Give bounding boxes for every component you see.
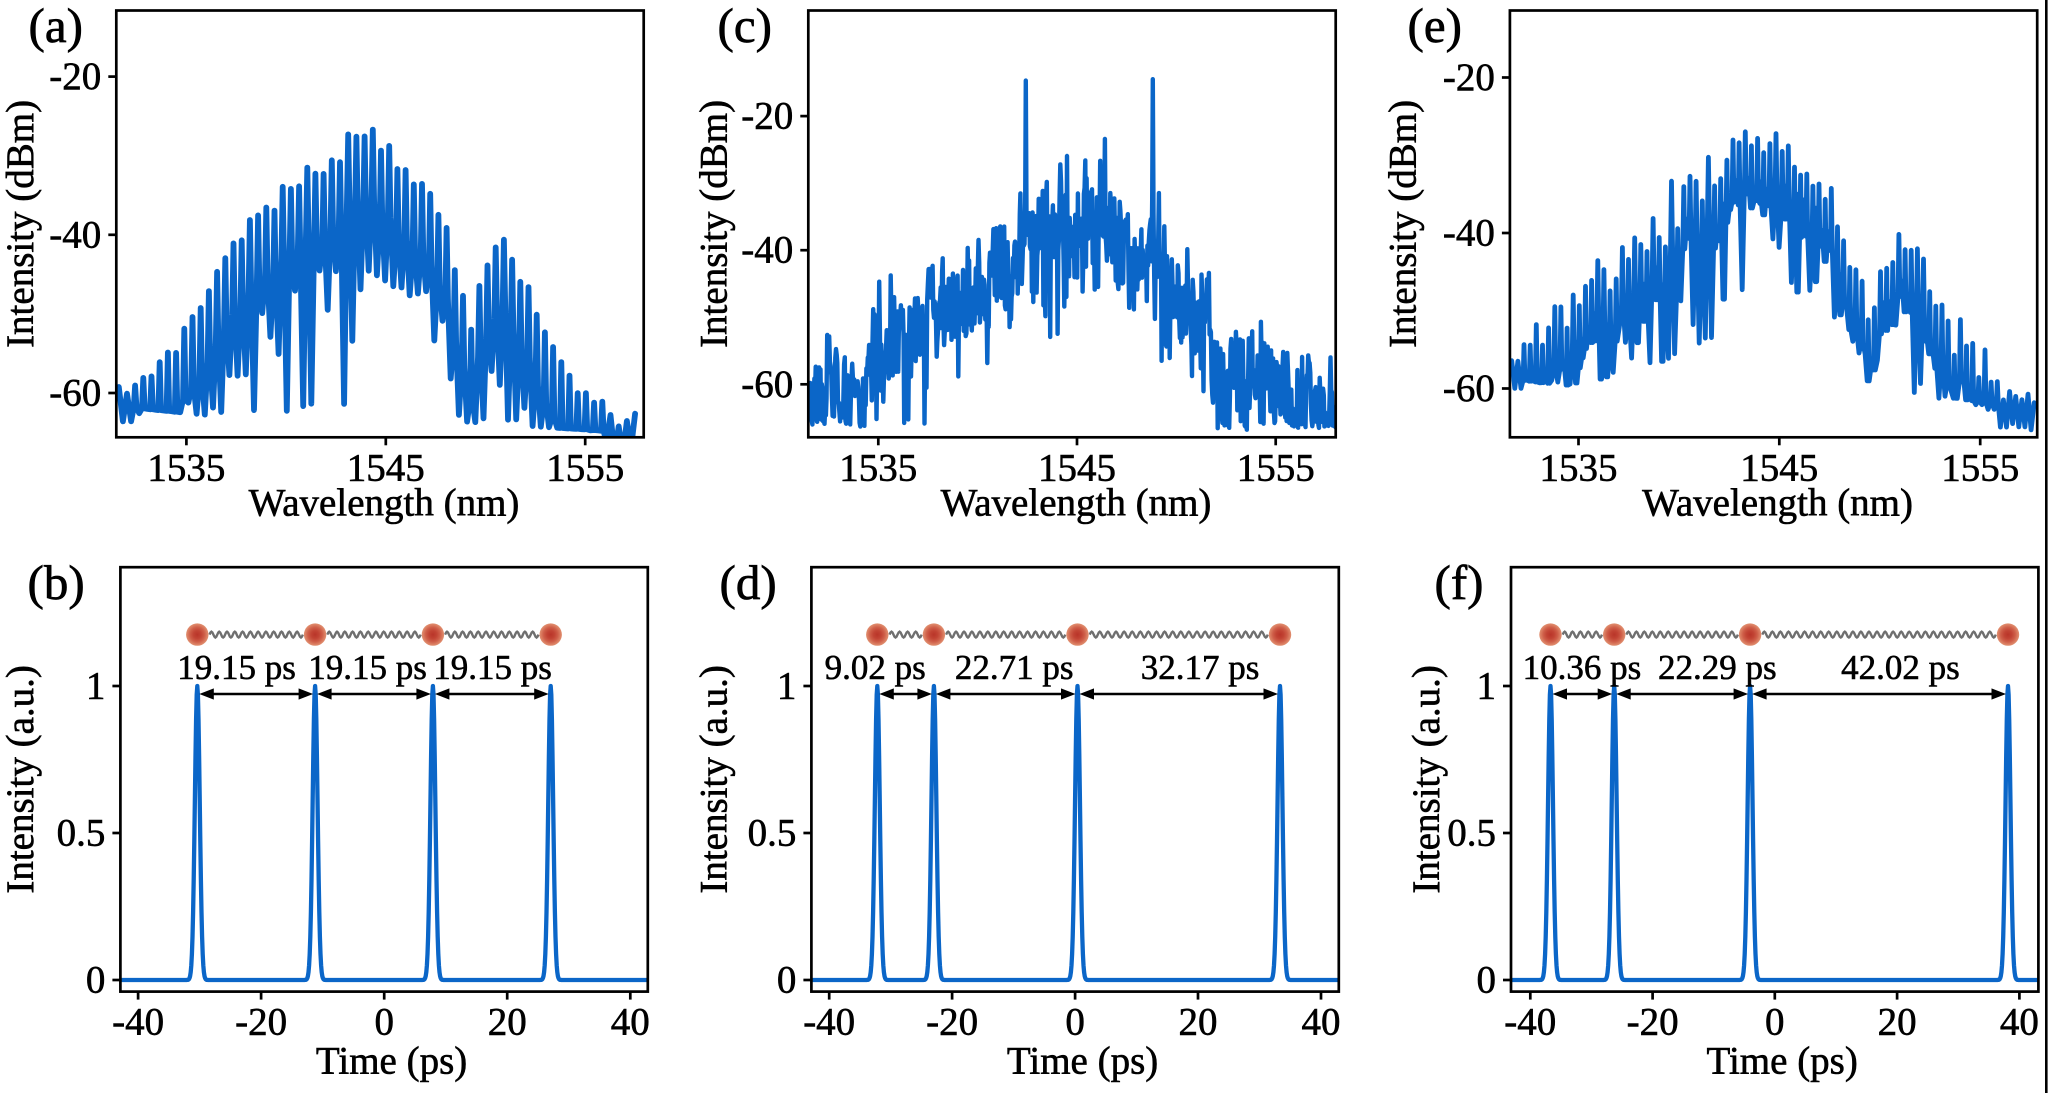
svg-text:1545: 1545 <box>347 446 425 489</box>
svg-text:20: 20 <box>488 1001 527 1044</box>
svg-text:Intensity (a.u.): Intensity (a.u.) <box>1405 665 1448 894</box>
svg-text:(c): (c) <box>718 0 772 53</box>
svg-text:0: 0 <box>86 959 106 1002</box>
svg-text:20: 20 <box>1878 1001 1917 1044</box>
svg-text:-20: -20 <box>926 1001 978 1044</box>
svg-text:1555: 1555 <box>546 446 624 489</box>
svg-text:Time (ps): Time (ps) <box>1007 1040 1158 1083</box>
svg-text:1: 1 <box>1477 665 1497 708</box>
svg-text:19.15 ps: 19.15 ps <box>177 648 296 687</box>
svg-text:(a): (a) <box>29 0 83 53</box>
svg-text:(f): (f) <box>1435 555 1484 610</box>
svg-text:1545: 1545 <box>1038 446 1116 489</box>
svg-text:-60: -60 <box>49 372 101 415</box>
svg-text:Wavelength (nm): Wavelength (nm) <box>1642 482 1913 525</box>
svg-text:0: 0 <box>1065 1001 1085 1044</box>
svg-text:19.15 ps: 19.15 ps <box>308 648 427 687</box>
svg-text:0: 0 <box>1477 959 1497 1002</box>
svg-text:Wavelength (nm): Wavelength (nm) <box>249 482 520 525</box>
svg-text:Intensity (a.u.): Intensity (a.u.) <box>0 665 42 894</box>
svg-text:10.36 ps: 10.36 ps <box>1523 648 1642 687</box>
svg-text:Intensity (a.u.): Intensity (a.u.) <box>693 665 736 894</box>
svg-text:-60: -60 <box>1443 367 1495 410</box>
svg-text:(d): (d) <box>720 555 777 610</box>
svg-text:-40: -40 <box>803 1001 855 1044</box>
svg-text:1535: 1535 <box>1540 446 1618 489</box>
svg-text:0: 0 <box>777 959 797 1002</box>
svg-text:1: 1 <box>86 665 106 708</box>
svg-text:40: 40 <box>611 1001 650 1044</box>
svg-text:Wavelength (nm): Wavelength (nm) <box>941 482 1212 525</box>
svg-text:(b): (b) <box>28 555 85 610</box>
svg-text:-20: -20 <box>49 55 101 98</box>
svg-text:-20: -20 <box>741 95 793 138</box>
svg-text:Time (ps): Time (ps) <box>1707 1040 1858 1083</box>
svg-text:1545: 1545 <box>1740 446 1818 489</box>
svg-text:-20: -20 <box>235 1001 287 1044</box>
svg-text:40: 40 <box>2000 1001 2039 1044</box>
svg-text:-20: -20 <box>1627 1001 1679 1044</box>
svg-text:22.29 ps: 22.29 ps <box>1658 648 1777 687</box>
svg-text:0: 0 <box>1765 1001 1785 1044</box>
svg-text:Intensity (dBm): Intensity (dBm) <box>693 100 736 348</box>
svg-text:-40: -40 <box>741 229 793 272</box>
svg-text:42.02 ps: 42.02 ps <box>1841 648 1960 687</box>
svg-text:1555: 1555 <box>1941 446 2019 489</box>
svg-text:-60: -60 <box>741 363 793 406</box>
svg-text:1555: 1555 <box>1237 446 1315 489</box>
svg-text:1: 1 <box>777 665 797 708</box>
svg-text:-40: -40 <box>49 213 101 256</box>
svg-text:-40: -40 <box>112 1001 164 1044</box>
svg-text:Intensity (dBm): Intensity (dBm) <box>0 100 42 348</box>
svg-text:1535: 1535 <box>839 446 917 489</box>
svg-text:22.71 ps: 22.71 ps <box>955 648 1074 687</box>
svg-text:1535: 1535 <box>147 446 225 489</box>
svg-text:-40: -40 <box>1504 1001 1556 1044</box>
svg-text:-40: -40 <box>1443 212 1495 255</box>
svg-text:32.17 ps: 32.17 ps <box>1141 648 1260 687</box>
svg-text:(e): (e) <box>1408 0 1462 53</box>
svg-text:0.5: 0.5 <box>1447 812 1496 855</box>
svg-text:-20: -20 <box>1443 56 1495 99</box>
svg-text:Intensity (dBm): Intensity (dBm) <box>1382 100 1425 348</box>
svg-text:0.5: 0.5 <box>57 812 106 855</box>
svg-text:9.02 ps: 9.02 ps <box>825 648 926 687</box>
svg-text:20: 20 <box>1179 1001 1218 1044</box>
svg-text:0: 0 <box>374 1001 394 1044</box>
svg-text:0.5: 0.5 <box>748 812 797 855</box>
svg-text:19.15 ps: 19.15 ps <box>433 648 552 687</box>
svg-text:Time (ps): Time (ps) <box>316 1040 467 1083</box>
svg-text:40: 40 <box>1302 1001 1341 1044</box>
